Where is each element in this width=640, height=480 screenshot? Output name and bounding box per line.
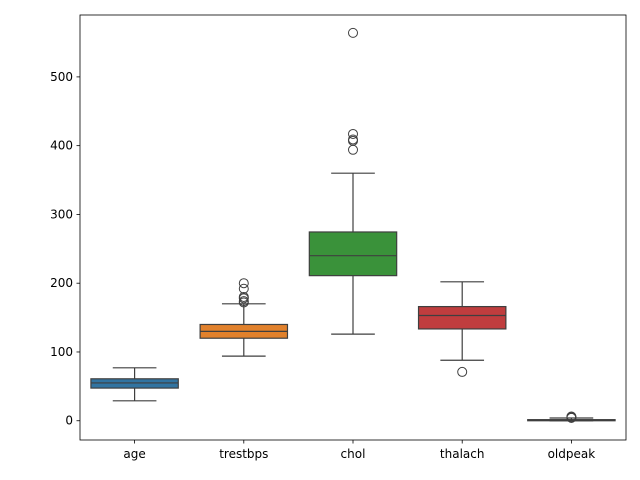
iqr-box [417,305,507,330]
y-tick-label: 500 [50,70,73,84]
outlier-point [566,411,577,422]
box-age [90,367,179,402]
box-chol [308,27,398,335]
outlier-point [457,366,468,377]
iqr-box [308,231,398,277]
y-tick-label: 400 [50,139,73,153]
box-trestbps [199,278,289,357]
outlier-point [238,291,249,302]
outlier-point [348,27,358,38]
x-tick-label: thalach [440,447,485,461]
y-tick-label: 0 [65,414,73,428]
y-axis: 0 100 200 300 400 500 [50,70,80,428]
boxes [90,27,616,423]
x-tick-label: age [123,447,145,461]
outlier-point [348,134,358,145]
x-tick-label: chol [341,447,366,461]
y-tick-label: 300 [50,207,73,221]
outlier-point [348,128,358,139]
y-tick-label: 100 [50,345,73,359]
y-tick-label: 200 [50,276,73,290]
x-tick-label: trestbps [219,447,268,461]
outlier-point [238,278,249,289]
outlier-point [238,296,249,307]
box-thalach [417,281,507,377]
outlier-point [238,283,249,294]
x-tick-label: oldpeak [548,447,596,461]
x-axis: age trestbps chol thalach oldpeak [123,440,595,461]
box-oldpeak [527,411,616,423]
